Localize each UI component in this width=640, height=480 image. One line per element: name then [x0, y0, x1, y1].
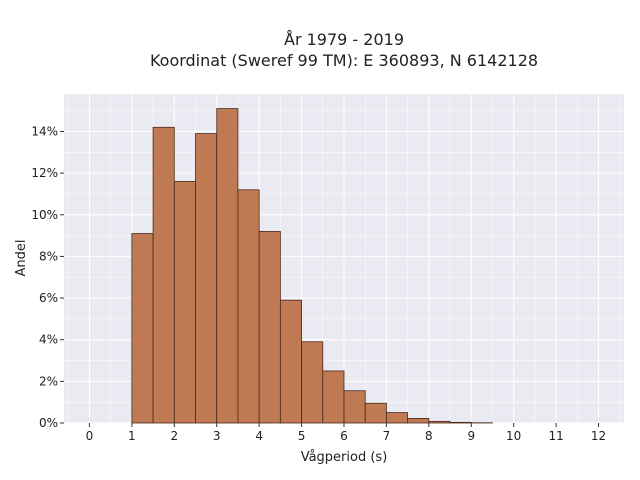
x-axis-ticks: 0 1 2 3 4 5 6 7 8 9 10 11 12 — [86, 423, 606, 443]
y-tick-label: 10% — [31, 208, 58, 222]
x-tick-label: 4 — [255, 429, 263, 443]
chart-title-line-1: År 1979 - 2019 — [284, 30, 404, 49]
y-tick-label: 4% — [39, 333, 58, 347]
x-tick-label: 11 — [548, 429, 563, 443]
histogram-bar — [407, 418, 430, 424]
histogram-bar — [386, 412, 409, 424]
x-tick-label: 7 — [383, 429, 391, 443]
histogram-bar — [173, 181, 196, 424]
x-axis-label: Vågperiod (s) — [301, 450, 388, 465]
histogram-bar — [301, 341, 324, 424]
histogram-bar — [449, 421, 472, 424]
x-tick-label: 2 — [170, 429, 178, 443]
x-tick-label: 0 — [86, 429, 94, 443]
x-tick-label: 3 — [213, 429, 221, 443]
x-tick-label: 5 — [298, 429, 306, 443]
y-tick-label: 8% — [39, 249, 58, 263]
histogram-bar — [279, 299, 302, 424]
chart-title-line-2: Koordinat (Sweref 99 TM): E 360893, N 61… — [150, 51, 538, 70]
bars — [131, 108, 493, 424]
histogram-bar — [428, 420, 451, 424]
y-tick-label: 14% — [31, 124, 58, 138]
y-tick-label: 0% — [39, 416, 58, 430]
histogram-bar — [258, 231, 281, 424]
y-tick-label: 12% — [31, 166, 58, 180]
x-tick-label: 8 — [425, 429, 433, 443]
histogram-bar — [195, 133, 218, 424]
y-tick-label: 2% — [39, 374, 58, 388]
histogram-bar — [216, 108, 239, 424]
histogram-bar — [237, 189, 260, 424]
histogram-bar — [343, 390, 366, 424]
y-axis-ticks: 0% 2% 4% 6% 8% 10% 12% 14% — [31, 124, 64, 430]
histogram-bar — [131, 233, 154, 424]
histogram-bar — [152, 126, 175, 424]
x-tick-label: 9 — [467, 429, 475, 443]
y-axis-label: Andel — [14, 240, 29, 277]
x-tick-label: 12 — [591, 429, 606, 443]
x-tick-label: 10 — [506, 429, 521, 443]
histogram-bar — [322, 370, 345, 424]
histogram-bar — [364, 402, 387, 424]
y-tick-label: 6% — [39, 291, 58, 305]
x-tick-label: 1 — [128, 429, 136, 443]
x-tick-label: 6 — [340, 429, 348, 443]
